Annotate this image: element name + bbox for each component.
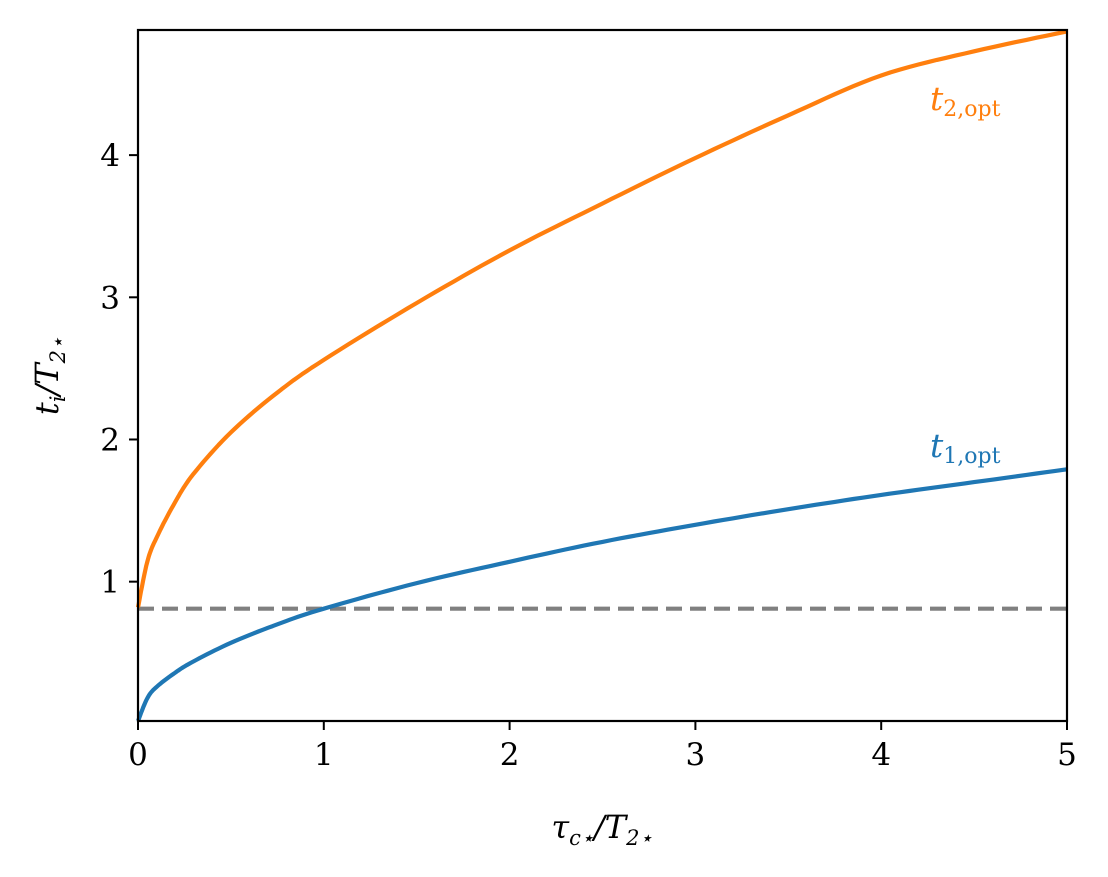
x-tick-label: 3 [686,737,706,773]
plot-frame [136,28,1069,723]
x-axis-label: τc⋆/T2⋆ [551,808,652,850]
y-tick-label: 3 [100,280,120,316]
x-tick-label: 2 [500,737,520,773]
axis-ticks: 0 1 2 3 4 5 1 2 3 4 [100,138,1077,773]
x-tick-label: 4 [871,737,891,773]
y-tick-label: 2 [100,422,120,458]
x-tick-label: 5 [1057,737,1077,773]
y-tick-label: 4 [100,138,120,174]
series-line-2-opt [135,29,1068,608]
series-label-t1-opt: t1,opt [930,426,1001,469]
x-tick-label: 0 [128,737,148,773]
x-tick-label: 1 [314,737,334,773]
series-label-t2-opt: t2,opt [930,79,1001,122]
y-axis-label: ti/T2⋆ [28,337,70,415]
chart-marks [135,29,1068,722]
series-line-1-opt [136,467,1068,722]
y-tick-label: 1 [100,565,120,601]
